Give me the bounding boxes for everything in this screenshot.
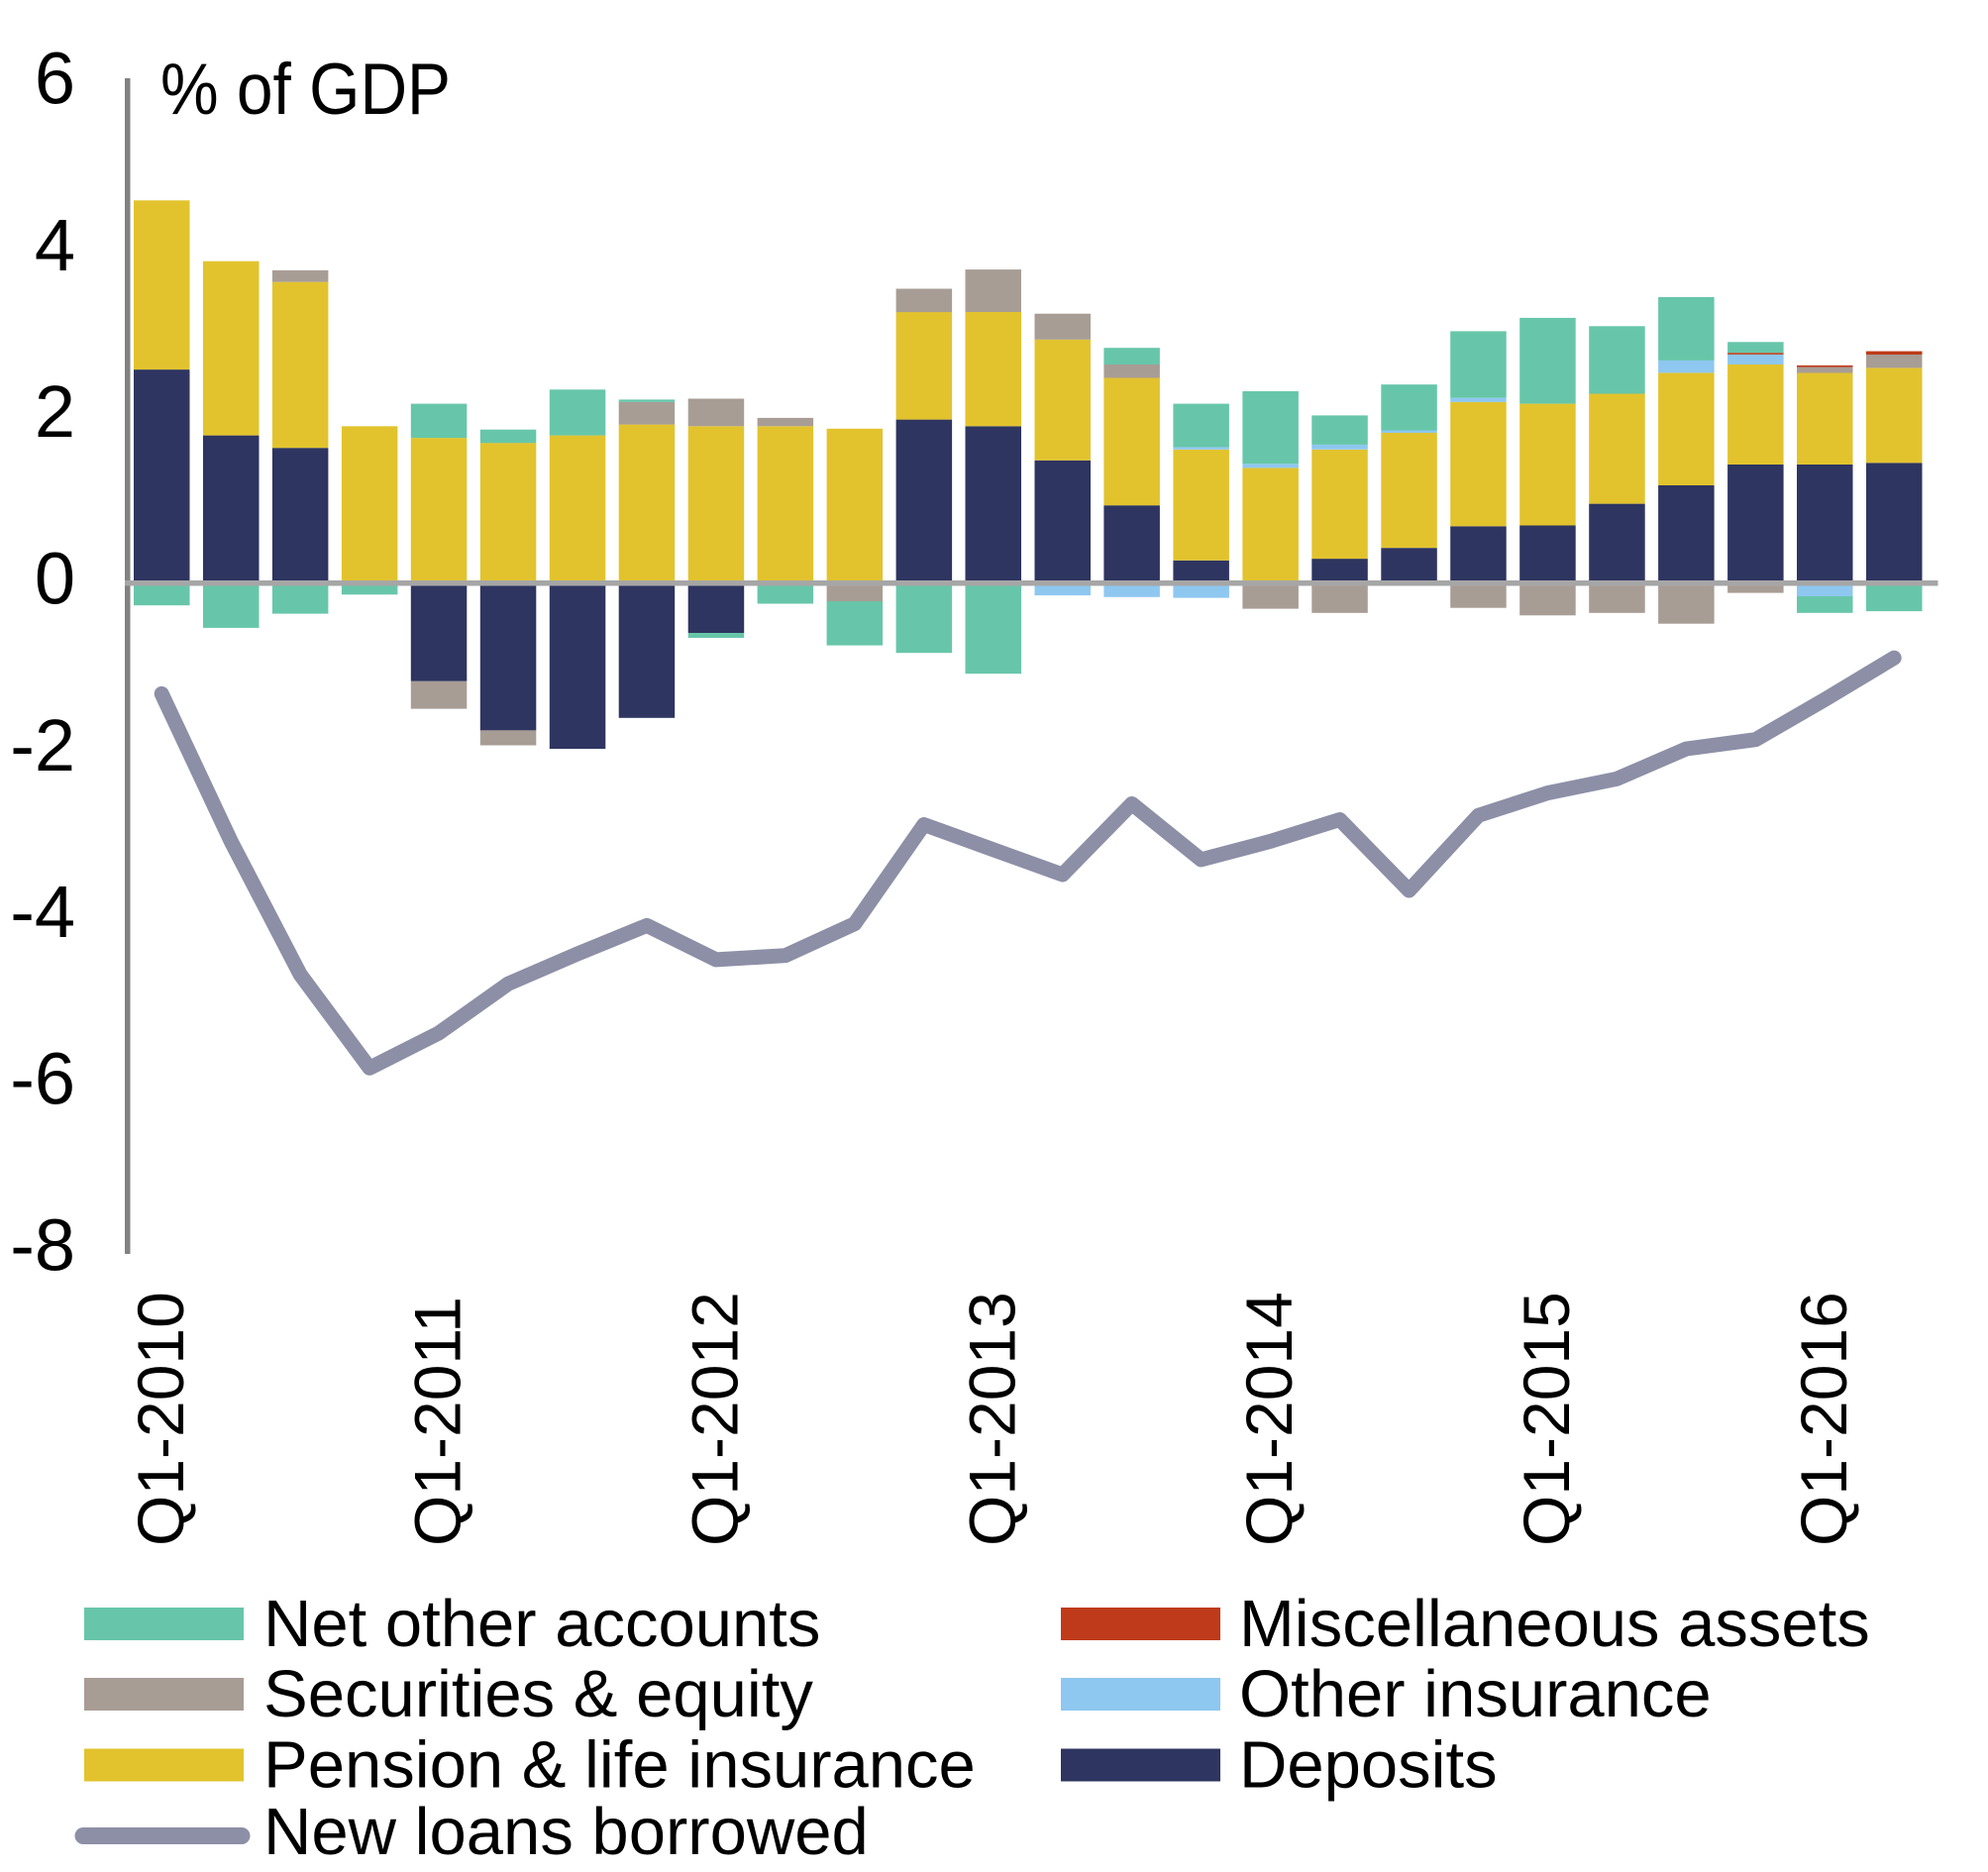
svg-text:Q1-2012: Q1-2012 <box>678 1292 751 1546</box>
svg-text:Q1-2010: Q1-2010 <box>124 1292 197 1546</box>
svg-text:Deposits: Deposits <box>1239 1728 1498 1803</box>
svg-text:Miscellaneous assets: Miscellaneous assets <box>1239 1587 1870 1661</box>
svg-text:Q1-2015: Q1-2015 <box>1510 1292 1583 1546</box>
svg-text:-6: -6 <box>10 1037 75 1119</box>
svg-text:Net other accounts: Net other accounts <box>263 1587 820 1661</box>
svg-text:6: 6 <box>35 38 75 120</box>
svg-text:-8: -8 <box>10 1204 75 1287</box>
svg-text:0: 0 <box>35 538 75 620</box>
svg-text:-4: -4 <box>10 871 75 953</box>
svg-text:% of GDP: % of GDP <box>160 50 451 130</box>
svg-text:New loans borrowed: New loans borrowed <box>263 1795 869 1869</box>
svg-text:Q1-2014: Q1-2014 <box>1232 1292 1306 1546</box>
svg-text:2: 2 <box>35 370 75 453</box>
svg-text:4: 4 <box>35 204 75 286</box>
svg-text:Q1-2016: Q1-2016 <box>1787 1292 1860 1546</box>
svg-text:Other insurance: Other insurance <box>1239 1657 1712 1731</box>
svg-text:Q1-2013: Q1-2013 <box>955 1292 1028 1546</box>
svg-text:Securities & equity: Securities & equity <box>263 1657 813 1731</box>
svg-text:Q1-2011: Q1-2011 <box>401 1297 474 1546</box>
svg-text:Pension & life insurance: Pension & life insurance <box>263 1728 976 1803</box>
svg-text:-2: -2 <box>10 704 75 786</box>
